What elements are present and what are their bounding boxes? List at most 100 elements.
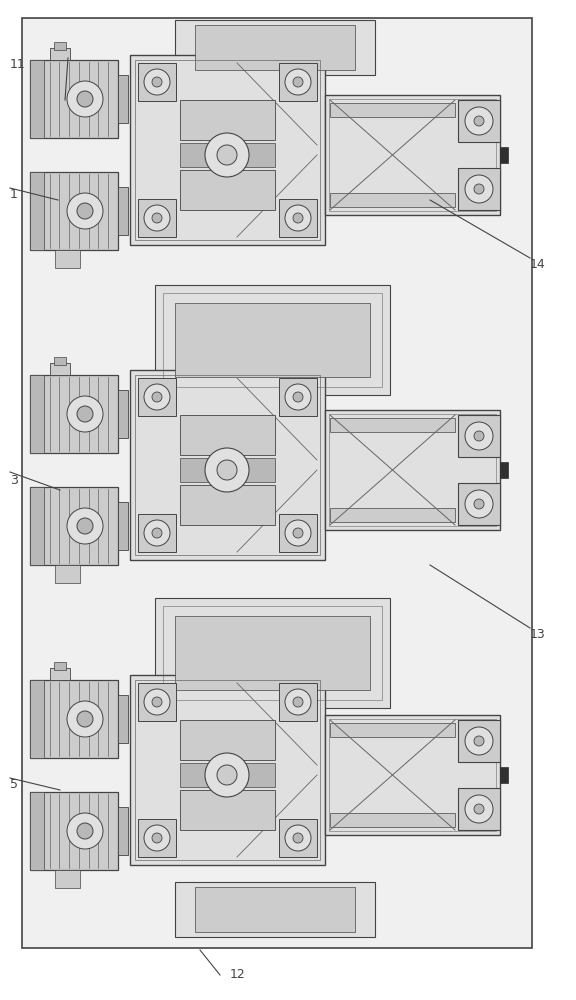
Bar: [458, 483, 500, 525]
Circle shape: [77, 711, 93, 727]
Bar: [155, 598, 390, 708]
Text: 11: 11: [10, 58, 26, 72]
Circle shape: [474, 736, 484, 746]
Bar: [54, 662, 66, 670]
Bar: [329, 414, 496, 526]
Circle shape: [67, 813, 103, 849]
Circle shape: [77, 518, 93, 534]
Circle shape: [465, 175, 493, 203]
Bar: [135, 375, 320, 555]
Bar: [330, 193, 455, 207]
Bar: [118, 807, 128, 855]
Bar: [330, 508, 455, 522]
Circle shape: [144, 520, 170, 546]
Circle shape: [144, 825, 170, 851]
Bar: [163, 293, 382, 387]
Bar: [195, 25, 355, 70]
Bar: [30, 60, 118, 138]
Bar: [175, 616, 370, 690]
Text: 1: 1: [10, 188, 18, 202]
Circle shape: [152, 77, 162, 87]
Circle shape: [465, 490, 493, 518]
Circle shape: [465, 727, 493, 755]
Bar: [180, 485, 275, 525]
Bar: [325, 410, 500, 530]
Bar: [130, 370, 325, 560]
Bar: [163, 606, 382, 700]
Bar: [500, 147, 508, 163]
Circle shape: [293, 213, 303, 223]
Circle shape: [285, 384, 311, 410]
Bar: [180, 763, 275, 787]
Bar: [180, 415, 275, 455]
Bar: [180, 720, 275, 760]
Bar: [138, 514, 176, 552]
Text: 12: 12: [230, 968, 246, 982]
Circle shape: [217, 145, 237, 165]
Circle shape: [67, 508, 103, 544]
Bar: [138, 63, 176, 101]
Bar: [55, 870, 80, 888]
Circle shape: [205, 448, 249, 492]
Circle shape: [144, 689, 170, 715]
Bar: [279, 683, 317, 721]
Circle shape: [465, 422, 493, 450]
Bar: [30, 60, 44, 138]
Bar: [118, 390, 128, 438]
Bar: [30, 487, 44, 565]
Circle shape: [152, 697, 162, 707]
Bar: [279, 514, 317, 552]
Bar: [180, 100, 275, 140]
Bar: [329, 719, 496, 831]
Circle shape: [144, 69, 170, 95]
Bar: [130, 55, 325, 245]
Circle shape: [67, 396, 103, 432]
Circle shape: [152, 833, 162, 843]
Circle shape: [152, 392, 162, 402]
Bar: [30, 375, 118, 453]
Bar: [138, 199, 176, 237]
Circle shape: [77, 91, 93, 107]
Bar: [175, 303, 370, 377]
Circle shape: [293, 528, 303, 538]
Circle shape: [217, 460, 237, 480]
Bar: [180, 790, 275, 830]
Bar: [330, 723, 455, 737]
Bar: [279, 819, 317, 857]
Circle shape: [217, 765, 237, 785]
Circle shape: [205, 753, 249, 797]
Bar: [54, 42, 66, 50]
Bar: [50, 668, 70, 680]
Circle shape: [67, 701, 103, 737]
Bar: [135, 680, 320, 860]
Circle shape: [285, 689, 311, 715]
Circle shape: [293, 697, 303, 707]
Bar: [138, 378, 176, 416]
Bar: [30, 792, 118, 870]
Bar: [330, 103, 455, 117]
Bar: [500, 462, 508, 478]
Bar: [325, 715, 500, 835]
Circle shape: [77, 203, 93, 219]
Bar: [458, 720, 500, 762]
Text: 5: 5: [10, 778, 18, 792]
Bar: [30, 172, 118, 250]
Circle shape: [144, 205, 170, 231]
Circle shape: [293, 77, 303, 87]
Circle shape: [152, 528, 162, 538]
Bar: [330, 418, 455, 432]
Bar: [195, 887, 355, 932]
Bar: [55, 565, 80, 583]
Bar: [279, 199, 317, 237]
Circle shape: [144, 384, 170, 410]
Circle shape: [293, 392, 303, 402]
Bar: [180, 170, 275, 210]
Bar: [118, 502, 128, 550]
Circle shape: [67, 81, 103, 117]
Circle shape: [474, 499, 484, 509]
Bar: [325, 95, 500, 215]
Bar: [130, 675, 325, 865]
Text: 14: 14: [530, 258, 545, 271]
Bar: [175, 882, 375, 937]
Circle shape: [285, 520, 311, 546]
